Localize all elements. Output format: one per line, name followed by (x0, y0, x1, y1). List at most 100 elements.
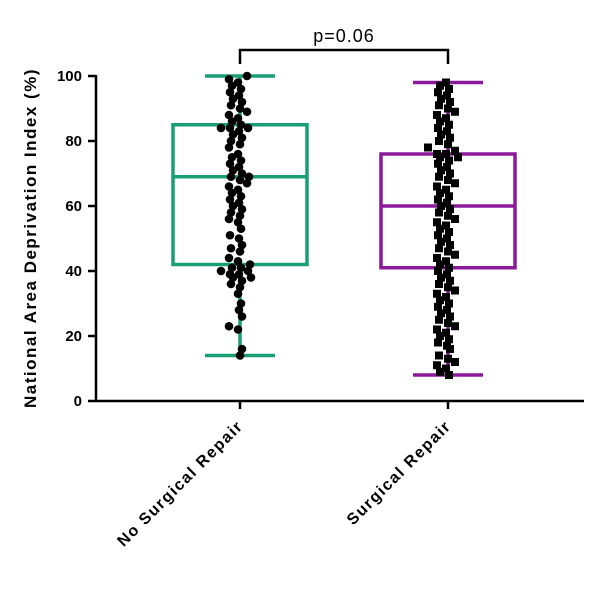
data-point (233, 256, 243, 266)
data-point (435, 137, 443, 145)
data-point (226, 279, 236, 289)
data-point (443, 234, 451, 243)
data-point (436, 332, 444, 340)
data-point (237, 97, 247, 107)
data-point (433, 254, 441, 262)
data-point (437, 309, 445, 318)
y-tick-label: 0 (74, 393, 82, 410)
data-point (224, 253, 234, 263)
data-point (435, 280, 443, 288)
data-point (442, 328, 450, 337)
data-point (435, 244, 443, 253)
data-point (225, 269, 235, 279)
series-group (379, 78, 517, 379)
data-point (436, 81, 444, 90)
data-point (434, 302, 442, 311)
data-point (234, 162, 244, 172)
data-point (233, 149, 243, 159)
data-point (433, 289, 441, 298)
data-point (446, 276, 454, 285)
data-point (237, 204, 247, 214)
data-point (443, 341, 451, 350)
data-point (451, 107, 459, 116)
data-point (225, 87, 235, 97)
data-point (226, 243, 236, 253)
data-point (436, 367, 444, 376)
data-point (451, 179, 459, 188)
data-point (245, 260, 255, 269)
x-category-label: No Surgical Repair (114, 418, 246, 550)
data-point (436, 260, 444, 269)
data-point (442, 78, 450, 87)
data-point (242, 71, 252, 81)
data-point (243, 123, 253, 133)
data-point (437, 166, 445, 175)
data-point (233, 113, 243, 123)
data-point (435, 351, 443, 360)
data-point (244, 172, 254, 182)
data-point (444, 176, 452, 184)
x-category-label: Surgical Repair (344, 418, 455, 529)
data-point (216, 123, 226, 133)
data-point (225, 230, 235, 240)
data-point (434, 195, 442, 204)
data-point (235, 139, 245, 149)
data-point (446, 169, 454, 178)
data-point (443, 270, 451, 279)
y-tick-label: 60 (65, 198, 82, 215)
data-point (226, 100, 236, 110)
data-point (225, 123, 235, 133)
data-point (243, 266, 253, 276)
data-point (233, 185, 243, 195)
data-point (437, 130, 445, 139)
data-point (451, 250, 459, 259)
data-point (234, 91, 244, 100)
data-point (235, 104, 245, 113)
data-point (235, 211, 245, 221)
data-point (237, 169, 247, 178)
data-point (226, 172, 236, 182)
data-point (236, 299, 246, 308)
data-point (226, 136, 236, 146)
y-axis-title: National Area Deprivation Index (%) (21, 68, 40, 408)
data-point (451, 358, 459, 366)
data-point (237, 276, 247, 286)
data-point (434, 124, 442, 132)
data-point (435, 101, 443, 110)
data-point (445, 371, 453, 379)
data-point (451, 322, 459, 331)
data-point (236, 156, 246, 165)
data-point (246, 273, 256, 282)
data-point (433, 325, 441, 334)
significance-bracket (238, 48, 450, 64)
y-tick-label: 80 (65, 133, 82, 150)
data-point (236, 263, 246, 273)
data-point (445, 263, 453, 272)
data-point (433, 111, 441, 119)
data-point (434, 231, 442, 240)
data-point (233, 217, 243, 227)
data-point (237, 240, 247, 250)
data-point (234, 234, 244, 243)
data-point (443, 198, 451, 207)
data-point (446, 241, 454, 249)
data-point (236, 84, 246, 94)
data-point (235, 247, 245, 256)
data-point (443, 163, 451, 171)
data-point (434, 338, 442, 347)
y-tick-label: 40 (65, 263, 82, 280)
data-point (225, 195, 235, 204)
data-point (445, 228, 453, 236)
data-point (434, 159, 442, 168)
data-point (434, 88, 442, 97)
data-point (433, 218, 441, 227)
data-point (446, 133, 454, 142)
data-point (442, 185, 450, 194)
data-point (233, 289, 243, 299)
y-tick-label: 100 (57, 68, 82, 85)
data-point (235, 175, 245, 185)
data-point (442, 257, 450, 266)
data-point (234, 269, 244, 279)
data-point (224, 321, 234, 331)
data-point (234, 305, 244, 315)
